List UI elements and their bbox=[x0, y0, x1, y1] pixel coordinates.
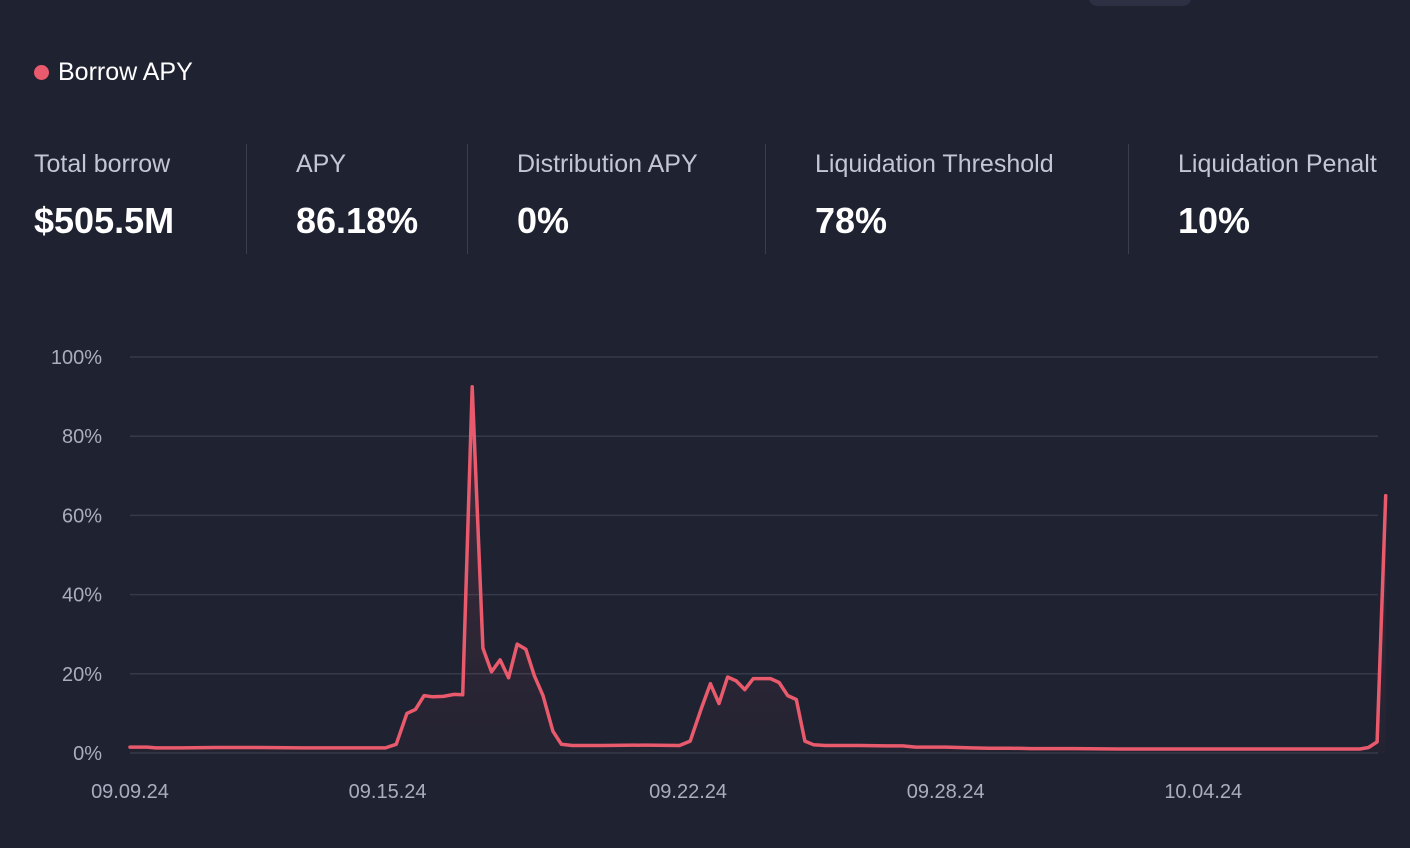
legend-dot bbox=[34, 65, 49, 80]
series-area bbox=[130, 386, 1386, 753]
stats-row: Total borrow $505.5M APY 86.18% Distribu… bbox=[0, 144, 1410, 254]
stat-divider bbox=[1128, 144, 1129, 254]
y-tick-label: 60% bbox=[62, 505, 102, 527]
stat-divider bbox=[765, 144, 766, 254]
stat-value: 86.18% bbox=[296, 200, 419, 241]
stat-value: 0% bbox=[517, 200, 570, 241]
stat-label: Distribution APY bbox=[517, 150, 698, 178]
stat-label: Total borrow bbox=[34, 150, 171, 178]
y-tick-label: 0% bbox=[73, 743, 102, 765]
x-tick-label: 09.28.24 bbox=[907, 781, 985, 803]
stat-label: APY bbox=[296, 150, 347, 178]
x-tick-label: 09.09.24 bbox=[91, 781, 169, 803]
y-tick-label: 80% bbox=[62, 426, 102, 448]
y-tick-label: 40% bbox=[62, 585, 102, 607]
x-tick-label: 10.04.24 bbox=[1164, 781, 1242, 803]
stat-label: Liquidation Penalt bbox=[1178, 150, 1377, 178]
stat-value: $505.5M bbox=[34, 200, 175, 241]
chart-legend: Borrow APY bbox=[34, 58, 193, 87]
stat-value: 10% bbox=[1178, 200, 1251, 241]
y-axis: 0% 20% 40% 60% 80% 100% bbox=[51, 347, 102, 765]
y-tick-label: 100% bbox=[51, 347, 102, 369]
legend-label: Borrow APY bbox=[58, 58, 193, 86]
x-tick-label: 09.22.24 bbox=[649, 781, 727, 803]
stat-value: 78% bbox=[815, 200, 888, 241]
top-tab-edge[interactable] bbox=[1088, 0, 1192, 6]
x-axis: 09.09.24 09.15.24 09.22.24 09.28.24 10.04.24 bbox=[91, 781, 1242, 803]
stat-divider bbox=[246, 144, 247, 254]
stat-label: Liquidation Threshold bbox=[815, 150, 1054, 178]
x-tick-label: 09.15.24 bbox=[349, 781, 427, 803]
y-tick-label: 20% bbox=[62, 664, 102, 686]
series-line[interactable] bbox=[128, 384, 1388, 751]
stat-divider bbox=[467, 144, 468, 254]
